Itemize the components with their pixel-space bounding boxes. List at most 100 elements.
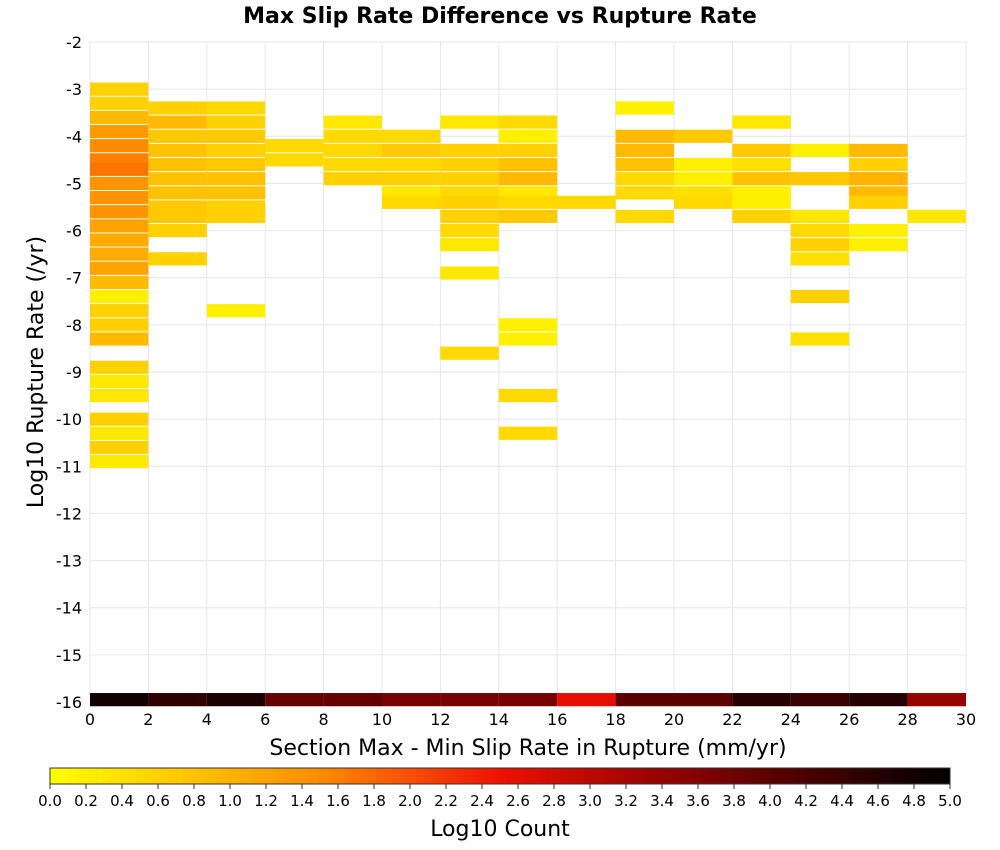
heatmap-cell: [907, 209, 966, 224]
heatmap-cell: [206, 157, 266, 172]
heatmap-cell: [674, 195, 733, 209]
y-tick-label: -4: [66, 127, 82, 146]
heatmap-cell: [148, 101, 207, 115]
heatmap-cell: [615, 172, 674, 186]
colorbar-tick-label: 3.2: [614, 792, 638, 810]
heatmap-cell: [674, 172, 733, 186]
colorbar-tick-label: 0.4: [110, 792, 134, 810]
x-tick-label: 6: [260, 710, 270, 729]
heatmap-cell: [90, 440, 149, 455]
heatmap-cell: [206, 209, 266, 224]
x-tick-label: 12: [430, 710, 450, 729]
heatmap-cell: [90, 289, 149, 304]
heatmap-cell: [498, 129, 558, 143]
heatmap-cell: [790, 693, 850, 707]
heatmap-cell: [674, 129, 733, 143]
colorbar-tick-label: 3.8: [722, 792, 746, 810]
heatmap-cell: [90, 388, 149, 403]
heatmap-cell: [206, 143, 266, 158]
colorbar-tick-label: 2.2: [434, 792, 458, 810]
heatmap-cell: [790, 223, 850, 238]
heatmap-cell: [849, 172, 908, 186]
y-tick-label: -2: [66, 33, 82, 52]
heatmap-cell: [790, 289, 850, 304]
y-tick-label: -5: [66, 174, 82, 193]
y-tick-label: -16: [56, 693, 82, 712]
heatmap-cell: [90, 247, 149, 261]
heatmap-cell: [732, 115, 791, 129]
heatmap-cell: [90, 139, 149, 153]
heatmap-cell: [440, 346, 499, 360]
colorbar-tick-label: 0.0: [38, 792, 62, 810]
heatmap-cell: [498, 157, 558, 172]
heatmap-cell: [148, 129, 207, 143]
colorbar-ticks: 0.0 0.2 0.4 0.6 0.8 1.0 1.2 1.4 1.6 1.8 2.0 2.2 2.4 2…: [38, 784, 962, 810]
x-tick-label: 16: [547, 710, 567, 729]
colorbar-tick-label: 4.6: [866, 792, 890, 810]
x-tick-label: 2: [143, 710, 153, 729]
heatmap-cell: [615, 209, 674, 224]
heatmap-cell: [440, 157, 499, 172]
heatmap-cell: [790, 252, 850, 266]
chart-title: Max Slip Rate Difference vs Rupture Rate: [243, 4, 757, 29]
heatmap-cell: [90, 261, 149, 275]
heatmap-cell: [907, 693, 966, 707]
heatmap-cell: [732, 157, 791, 172]
heatmap-cell: [90, 304, 149, 318]
colorbar-tick-label: 1.6: [326, 792, 350, 810]
heatmap-cell: [148, 157, 207, 172]
colorbar-tick-label: 1.4: [290, 792, 314, 810]
heatmap-cell: [90, 219, 149, 233]
heatmap-cell: [148, 209, 207, 224]
heatmap-cell: [440, 115, 499, 129]
heatmap-cell: [265, 153, 324, 167]
colorbar-tick-label: 2.8: [542, 792, 566, 810]
colorbar-tick-label: 3.4: [650, 792, 674, 810]
heatmap-cell: [849, 238, 908, 252]
heatmap-cell: [265, 693, 324, 707]
heatmap-cell: [615, 693, 674, 707]
heatmap-cell: [732, 195, 791, 209]
heatmap-cell: [148, 115, 207, 129]
heatmap-cell: [440, 238, 499, 252]
colorbar-tick-label: 4.8: [902, 792, 926, 810]
heatmap-cell: [849, 223, 908, 238]
heatmap-cell: [557, 693, 616, 707]
colorbar-tick-label: 4.0: [758, 792, 782, 810]
heatmap-cell: [615, 186, 674, 200]
heatmap-cell: [206, 115, 266, 129]
x-tick-label: 24: [781, 710, 801, 729]
heatmap-cell: [498, 143, 558, 158]
x-tick-label: 30: [956, 710, 976, 729]
heatmap-cell: [498, 388, 558, 403]
heatmap-cell: [90, 454, 149, 469]
heatmap-cell: [148, 693, 207, 707]
heatmap-cell: [615, 157, 674, 172]
heatmap-cell: [382, 172, 441, 186]
heatmap-cell: [790, 143, 850, 158]
heatmap-cell: [206, 693, 266, 707]
x-tick-label: 0: [85, 710, 95, 729]
heatmap-cell: [148, 172, 207, 186]
x-axis-ticks: 0 2 4 6 8 10 12 14 16 18 20 22 24 26 28 30: [85, 710, 976, 729]
heatmap-cell: [849, 143, 908, 158]
heatmap-cell: [498, 426, 558, 440]
colorbar-tick-label: 1.8: [362, 792, 386, 810]
heatmap-cell: [732, 143, 791, 158]
heatmap-cell: [148, 223, 207, 238]
heatmap-cell: [90, 124, 149, 139]
colorbar-tick-label: 0.8: [182, 792, 206, 810]
heatmap-cell: [206, 304, 266, 318]
x-tick-label: 28: [897, 710, 917, 729]
heatmap-cell: [323, 129, 382, 143]
colorbar-tick-label: 4.2: [794, 792, 818, 810]
heatmap-cell: [498, 172, 558, 186]
colorbar-tick-label: 4.4: [830, 792, 854, 810]
x-tick-label: 4: [202, 710, 212, 729]
y-tick-label: -6: [66, 222, 82, 241]
heatmap-cell: [323, 693, 382, 707]
colorbar-tick-label: 1.2: [254, 792, 278, 810]
x-tick-label: 20: [664, 710, 684, 729]
heatmap-cell: [148, 143, 207, 158]
heatmap-cell: [674, 157, 733, 172]
